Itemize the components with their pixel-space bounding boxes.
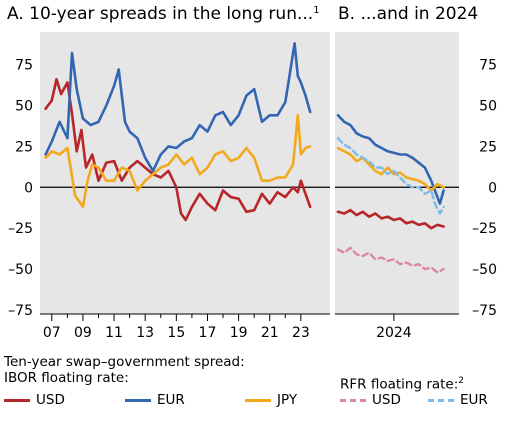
panel-b-y-tick-label: 25: [479, 139, 497, 155]
panel-b-y-tick-label: –50: [472, 262, 497, 278]
panel-b-x-tick-label: 2024: [376, 325, 412, 341]
panel-a-background: [40, 32, 330, 314]
legend-label-rfr-eur: EUR: [460, 392, 488, 408]
legend-swatch-jpy: [245, 398, 271, 402]
panel-a-plot: –75 –50 –25 0 25 50 75 07 09 11 13 15 17 19 21 23: [8, 41, 330, 341]
panel-a-x-tick-label: 07: [43, 325, 61, 341]
panel-b-y-tick-label: –25: [472, 221, 497, 237]
panel-b-series-jpy: [336, 146, 445, 192]
legend-item-usd: USD: [4, 392, 65, 408]
panel-a-x-tick-label: 11: [105, 325, 123, 341]
legend-label-rfr-usd: USD: [372, 392, 401, 408]
panel-a-y-tick-label: –25: [8, 221, 33, 237]
legend-ibor-label: IBOR floating rate:: [4, 370, 129, 386]
legend-label-eur: EUR: [157, 392, 185, 408]
legend-item-eur: EUR: [125, 392, 185, 408]
legend-label-usd: USD: [36, 392, 65, 408]
panel-a-y-tick-label: 50: [15, 98, 33, 114]
panel-b-y-tick-label: 0: [488, 180, 497, 196]
panel-b-title: B. ...and in 2024: [338, 4, 478, 24]
panel-a-y-tick-label: 25: [15, 139, 33, 155]
panel-b-y-tick-label: –75: [472, 303, 497, 319]
panel-b-plot: –75 –50 –25 0 25 50 75 2024: [335, 58, 497, 341]
panel-b-y-tick-label: 50: [479, 98, 497, 114]
panel-b-series-eur: [336, 114, 445, 205]
legend-swatch-rfr-usd: [340, 398, 366, 402]
panel-a-series-usd: [44, 78, 312, 222]
legend-item-jpy: JPY: [245, 392, 297, 408]
panel-a-y-tick-label: –50: [8, 262, 33, 278]
panel-a-x-tick-label: 21: [261, 325, 279, 341]
panel-a-x-tick-label: 15: [167, 325, 185, 341]
legend-swatch-usd: [4, 398, 30, 402]
panel-b-series-usd: [336, 208, 445, 230]
panel-a-series-jpy: [44, 114, 312, 209]
panel-a-x-tick-label: 13: [136, 325, 154, 341]
legend-item-rfr-eur: EUR: [428, 392, 488, 408]
legend-rfr-footnote: 2: [458, 376, 465, 386]
panel-a-x-tick-label: 09: [74, 325, 92, 341]
panel-a-series-eur: [44, 41, 312, 173]
panel-a-y-tick-label: 0: [24, 180, 33, 196]
panel-a-title: A. 10-year spreads in the long run...1: [7, 4, 320, 24]
panel-b-y-tick-label: 75: [479, 58, 497, 74]
panel-b-series-rfr-usd: [336, 246, 445, 274]
panel-a-y-tick-label: –75: [8, 303, 33, 319]
legend-rfr-label: RFR floating rate:2: [340, 376, 465, 393]
legend-swatch-eur: [125, 398, 151, 402]
panel-b-series-rfr-eur: [336, 136, 445, 215]
panel-a-x-tick-label: 19: [230, 325, 248, 341]
legend-item-rfr-usd: USD: [340, 392, 401, 408]
panel-a-x-tick-label: 23: [292, 325, 310, 341]
panel-a-x-tick-label: 17: [199, 325, 217, 341]
legend-label-jpy: JPY: [277, 392, 298, 408]
legend-swatch-rfr-eur: [428, 398, 454, 402]
panel-a-title-footnote: 1: [313, 5, 319, 16]
panel-a-y-tick-label: 75: [15, 58, 33, 74]
legend-title: Ten-year swap–government spread:: [4, 354, 245, 370]
